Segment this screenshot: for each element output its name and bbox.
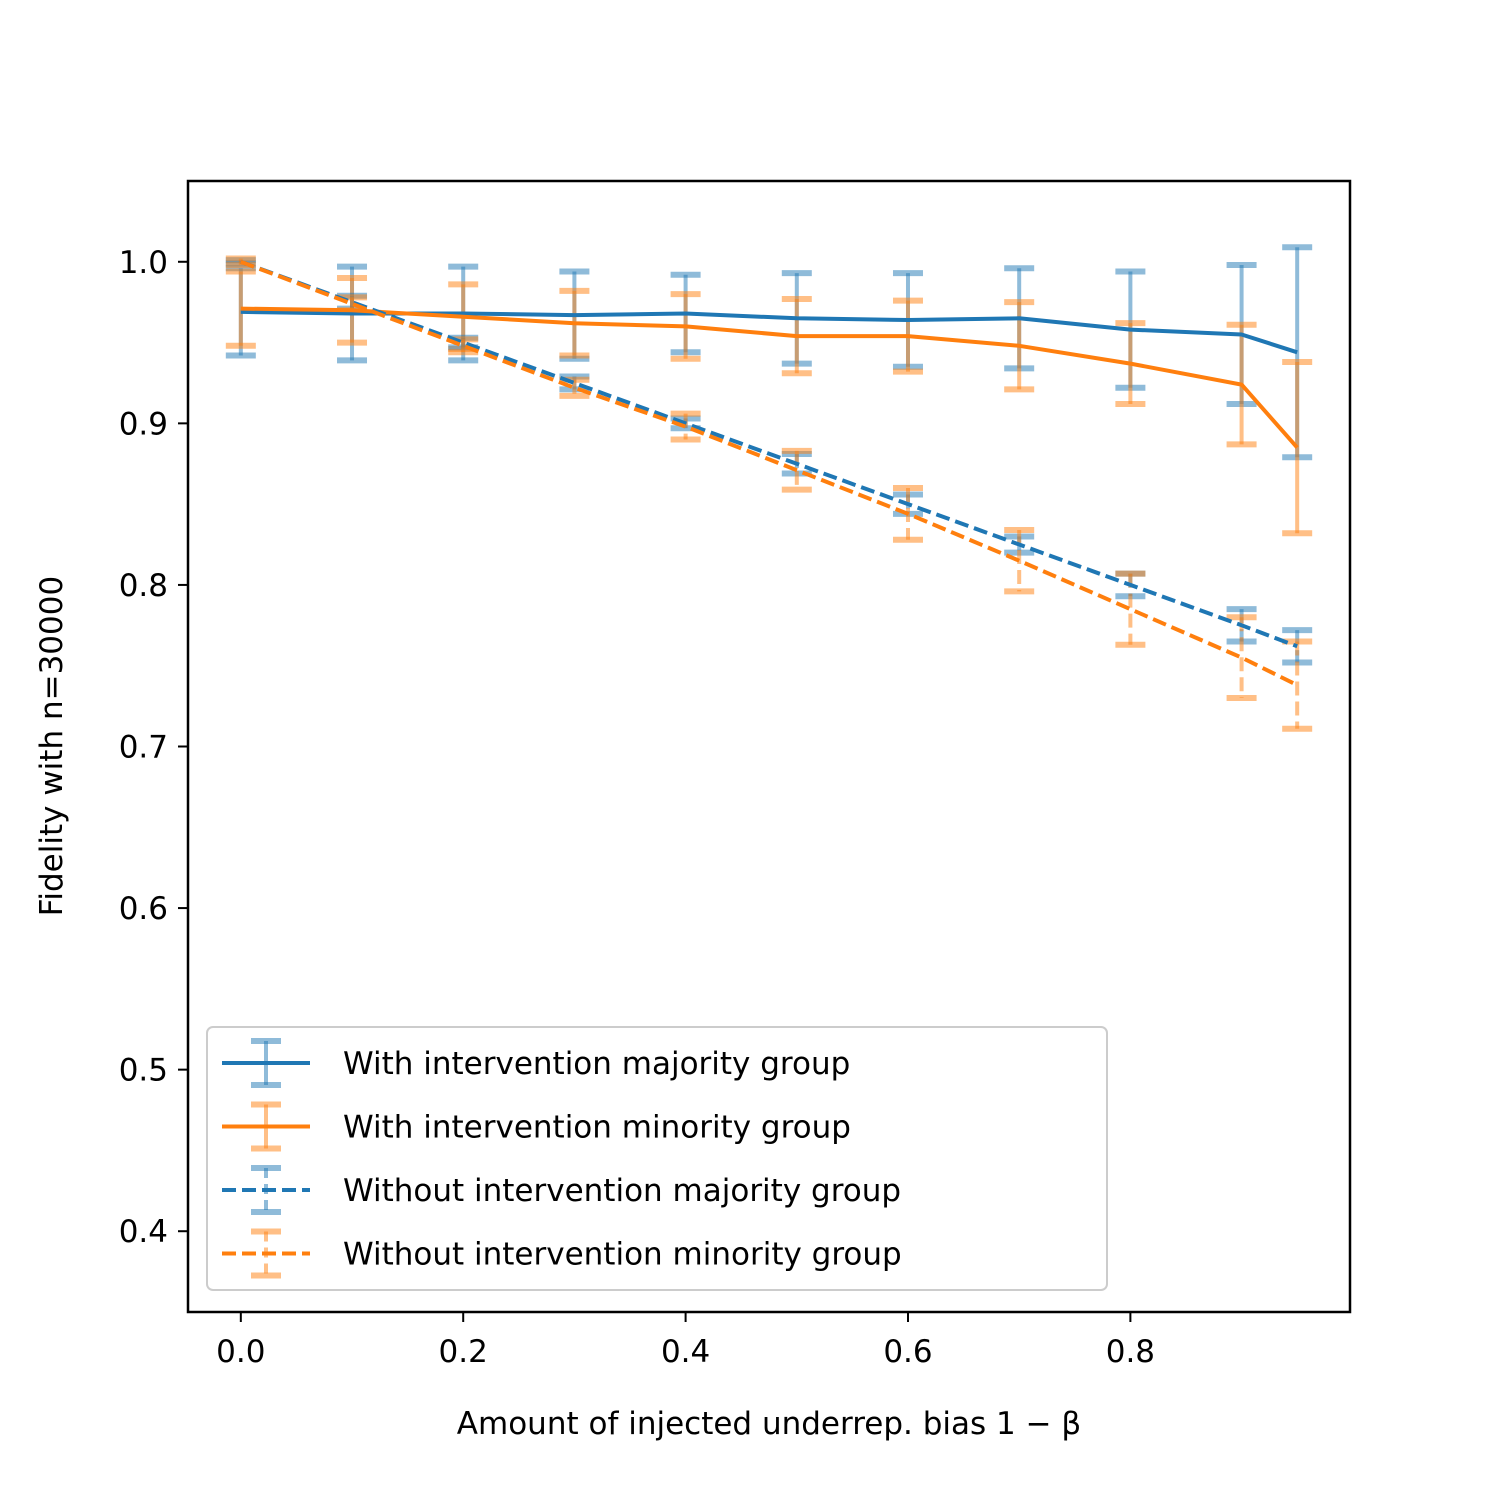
legend-label: Without intervention minority group bbox=[343, 1237, 902, 1273]
y-tick-label: 0.9 bbox=[119, 406, 168, 442]
legend-item-3: Without intervention minority group bbox=[222, 1228, 902, 1279]
y-tick-label: 0.4 bbox=[119, 1214, 168, 1250]
x-tick-label: 0.4 bbox=[661, 1334, 710, 1370]
axes-layer: 0.0 0.2 0.4 0.6 0.8 0.4 0.5 0.6 0.7 0.8 0.9 1.0 bbox=[119, 179, 1352, 1370]
legend-item-1: With intervention minority group bbox=[222, 1101, 851, 1152]
y-tick-label: 0.8 bbox=[119, 568, 168, 604]
y-tick-label: 1.0 bbox=[119, 245, 168, 281]
y-tick-label: 0.5 bbox=[119, 1053, 168, 1089]
legend-label: With intervention minority group bbox=[343, 1110, 851, 1146]
y-tick-label: 0.7 bbox=[119, 730, 168, 766]
series-line-3 bbox=[240, 259, 1299, 687]
x-tick-label: 0.8 bbox=[1106, 1334, 1155, 1370]
series-line-1 bbox=[240, 306, 1299, 449]
series-layer bbox=[225, 244, 1313, 732]
legend-label: Without intervention majority group bbox=[343, 1173, 901, 1209]
legend-label: With intervention majority group bbox=[343, 1046, 850, 1082]
y-axis-label: Fidelity with n=30000 bbox=[34, 576, 70, 916]
x-tick-label: 0.2 bbox=[439, 1334, 488, 1370]
legend: With intervention majority group With int… bbox=[206, 1026, 1108, 1291]
legend-item-2: Without intervention majority group bbox=[222, 1165, 901, 1215]
legend-item-0: With intervention majority group bbox=[222, 1038, 850, 1088]
x-tick-label: 0.6 bbox=[883, 1334, 932, 1370]
series-line-2 bbox=[240, 259, 1298, 649]
x-axis-label: Amount of injected underrep. bias 1 − β bbox=[457, 1406, 1081, 1442]
y-tick-label: 0.6 bbox=[119, 891, 168, 927]
legend-box bbox=[206, 1026, 1108, 1291]
series-3-errorbars bbox=[225, 255, 1313, 732]
x-tick-label: 0.0 bbox=[216, 1334, 265, 1370]
